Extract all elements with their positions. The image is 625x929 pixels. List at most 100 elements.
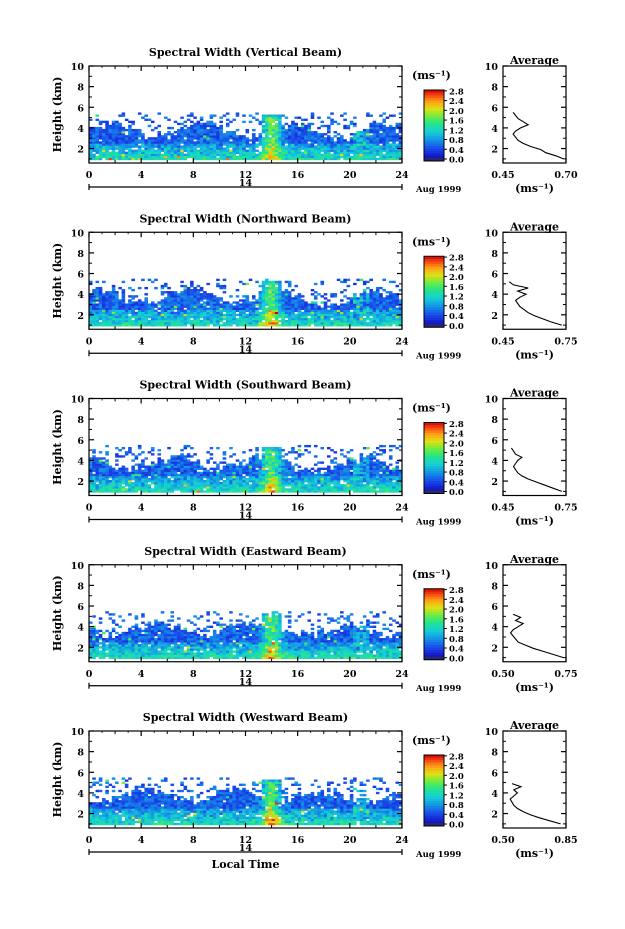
heatmap-cell: [105, 317, 109, 321]
heatmap-cell: [346, 319, 351, 323]
heatmap-cell: [330, 473, 334, 477]
heatmap-cell: [375, 469, 380, 473]
heatmap-cell: [287, 307, 292, 310]
heatmap-cell: [193, 471, 197, 475]
heatmap-cell: [369, 137, 373, 140]
heatmap-cell: [141, 307, 145, 310]
colorbar-tick-label: 0.8: [449, 302, 464, 312]
heatmap-cell: [137, 307, 142, 310]
heatmap-cell: [144, 114, 148, 117]
heatmap-cell: [317, 309, 321, 312]
heatmap-cell: [131, 475, 135, 479]
heatmap-cell: [111, 307, 116, 310]
heatmap-cell: [180, 486, 184, 489]
heatmap-cell: [385, 488, 390, 491]
heatmap-cell: [343, 112, 347, 115]
heatmap-cell: [291, 317, 295, 321]
heatmap-cell: [245, 143, 250, 146]
heatmap-cell: [95, 469, 100, 473]
heatmap-cell: [388, 157, 393, 161]
heatmap-cell: [170, 301, 175, 304]
heatmap-cell: [268, 301, 272, 304]
heatmap-cell: [235, 313, 240, 317]
heatmap-cell: [105, 482, 109, 485]
heatmap-cell: [206, 459, 210, 462]
heatmap-cell: [349, 120, 354, 124]
heatmap-cell: [160, 303, 165, 306]
colorbar-frame: [423, 89, 445, 162]
heatmap-cell: [108, 465, 113, 468]
heatmap-cell: [216, 307, 220, 310]
heatmap-cell: [271, 149, 276, 152]
heatmap-cell: [382, 301, 386, 304]
heatmap-cell: [242, 147, 246, 150]
heatmap-cell: [353, 155, 357, 159]
heatmap-cell: [95, 126, 100, 130]
heatmap-cell: [160, 143, 165, 146]
heatmap-cell: [372, 299, 377, 302]
heatmap-cell: [330, 477, 334, 481]
heatmap-cell: [379, 490, 383, 493]
heatmap-cell: [102, 151, 106, 155]
heatmap-cell: [274, 145, 279, 148]
heatmap-cell: [349, 475, 354, 479]
heatmap-cell: [369, 145, 373, 148]
heatmap-cell: [111, 139, 116, 142]
heatmap-cell: [212, 149, 217, 152]
heatmap-cell: [183, 473, 188, 477]
heatmap-cell: [271, 459, 276, 462]
heatmap-cell: [186, 286, 191, 290]
heatmap-cell: [317, 147, 321, 150]
heatmap-cell: [268, 461, 272, 464]
heatmap-cell: [232, 319, 237, 323]
heatmap-cell: [157, 322, 162, 325]
heatmap-cell: [372, 463, 377, 466]
heatmap-cell: [346, 278, 351, 282]
heatmap-cell: [278, 303, 282, 306]
heatmap-cell: [98, 145, 103, 148]
heatmap-cell: [235, 149, 240, 152]
heatmap-cell: [327, 309, 331, 312]
profile-y-tick-label: 4: [491, 456, 498, 467]
heatmap-cell: [336, 139, 341, 142]
heatmap-cell: [261, 301, 266, 304]
colorbar-segment: [424, 294, 444, 298]
heatmap-cell: [362, 490, 367, 493]
heatmap-cell: [144, 139, 148, 142]
heatmap-cell: [98, 149, 103, 152]
heatmap-cell: [105, 157, 109, 161]
heatmap-cell: [131, 153, 135, 157]
heatmap-cell: [291, 143, 295, 146]
heatmap-cell: [271, 145, 276, 148]
heatmap-cell: [118, 301, 122, 304]
heatmap-cell: [300, 155, 305, 159]
heatmap-cell: [297, 322, 302, 325]
heatmap-cell: [128, 128, 132, 132]
heatmap-cell: [173, 313, 178, 317]
heatmap-cell: [98, 465, 103, 468]
heatmap-cell: [395, 461, 400, 464]
heatmap-cell: [255, 469, 259, 473]
heatmap-cell: [346, 490, 351, 493]
heatmap-cell: [327, 311, 331, 315]
heatmap-cell: [281, 301, 285, 304]
heatmap-cell: [131, 488, 135, 491]
heatmap-cell: [141, 486, 145, 489]
heatmap-cell: [330, 293, 334, 296]
heatmap-cell: [177, 324, 181, 327]
heatmap-cell: [121, 490, 126, 493]
heatmap-cell: [98, 317, 103, 321]
heatmap-cell: [333, 131, 338, 134]
heatmap-cell: [242, 149, 246, 152]
heatmap-cell: [359, 309, 364, 312]
heatmap-cell: [115, 133, 119, 136]
heatmap-cell: [128, 301, 132, 304]
heatmap-cell: [216, 324, 220, 327]
heatmap-cell: [108, 139, 113, 142]
heatmap-cell: [186, 291, 191, 294]
heatmap-cell: [317, 477, 321, 481]
heatmap-cell: [128, 286, 132, 290]
heatmap-cell: [327, 153, 331, 157]
heatmap-cell: [180, 141, 184, 144]
heatmap-cell: [382, 155, 386, 159]
